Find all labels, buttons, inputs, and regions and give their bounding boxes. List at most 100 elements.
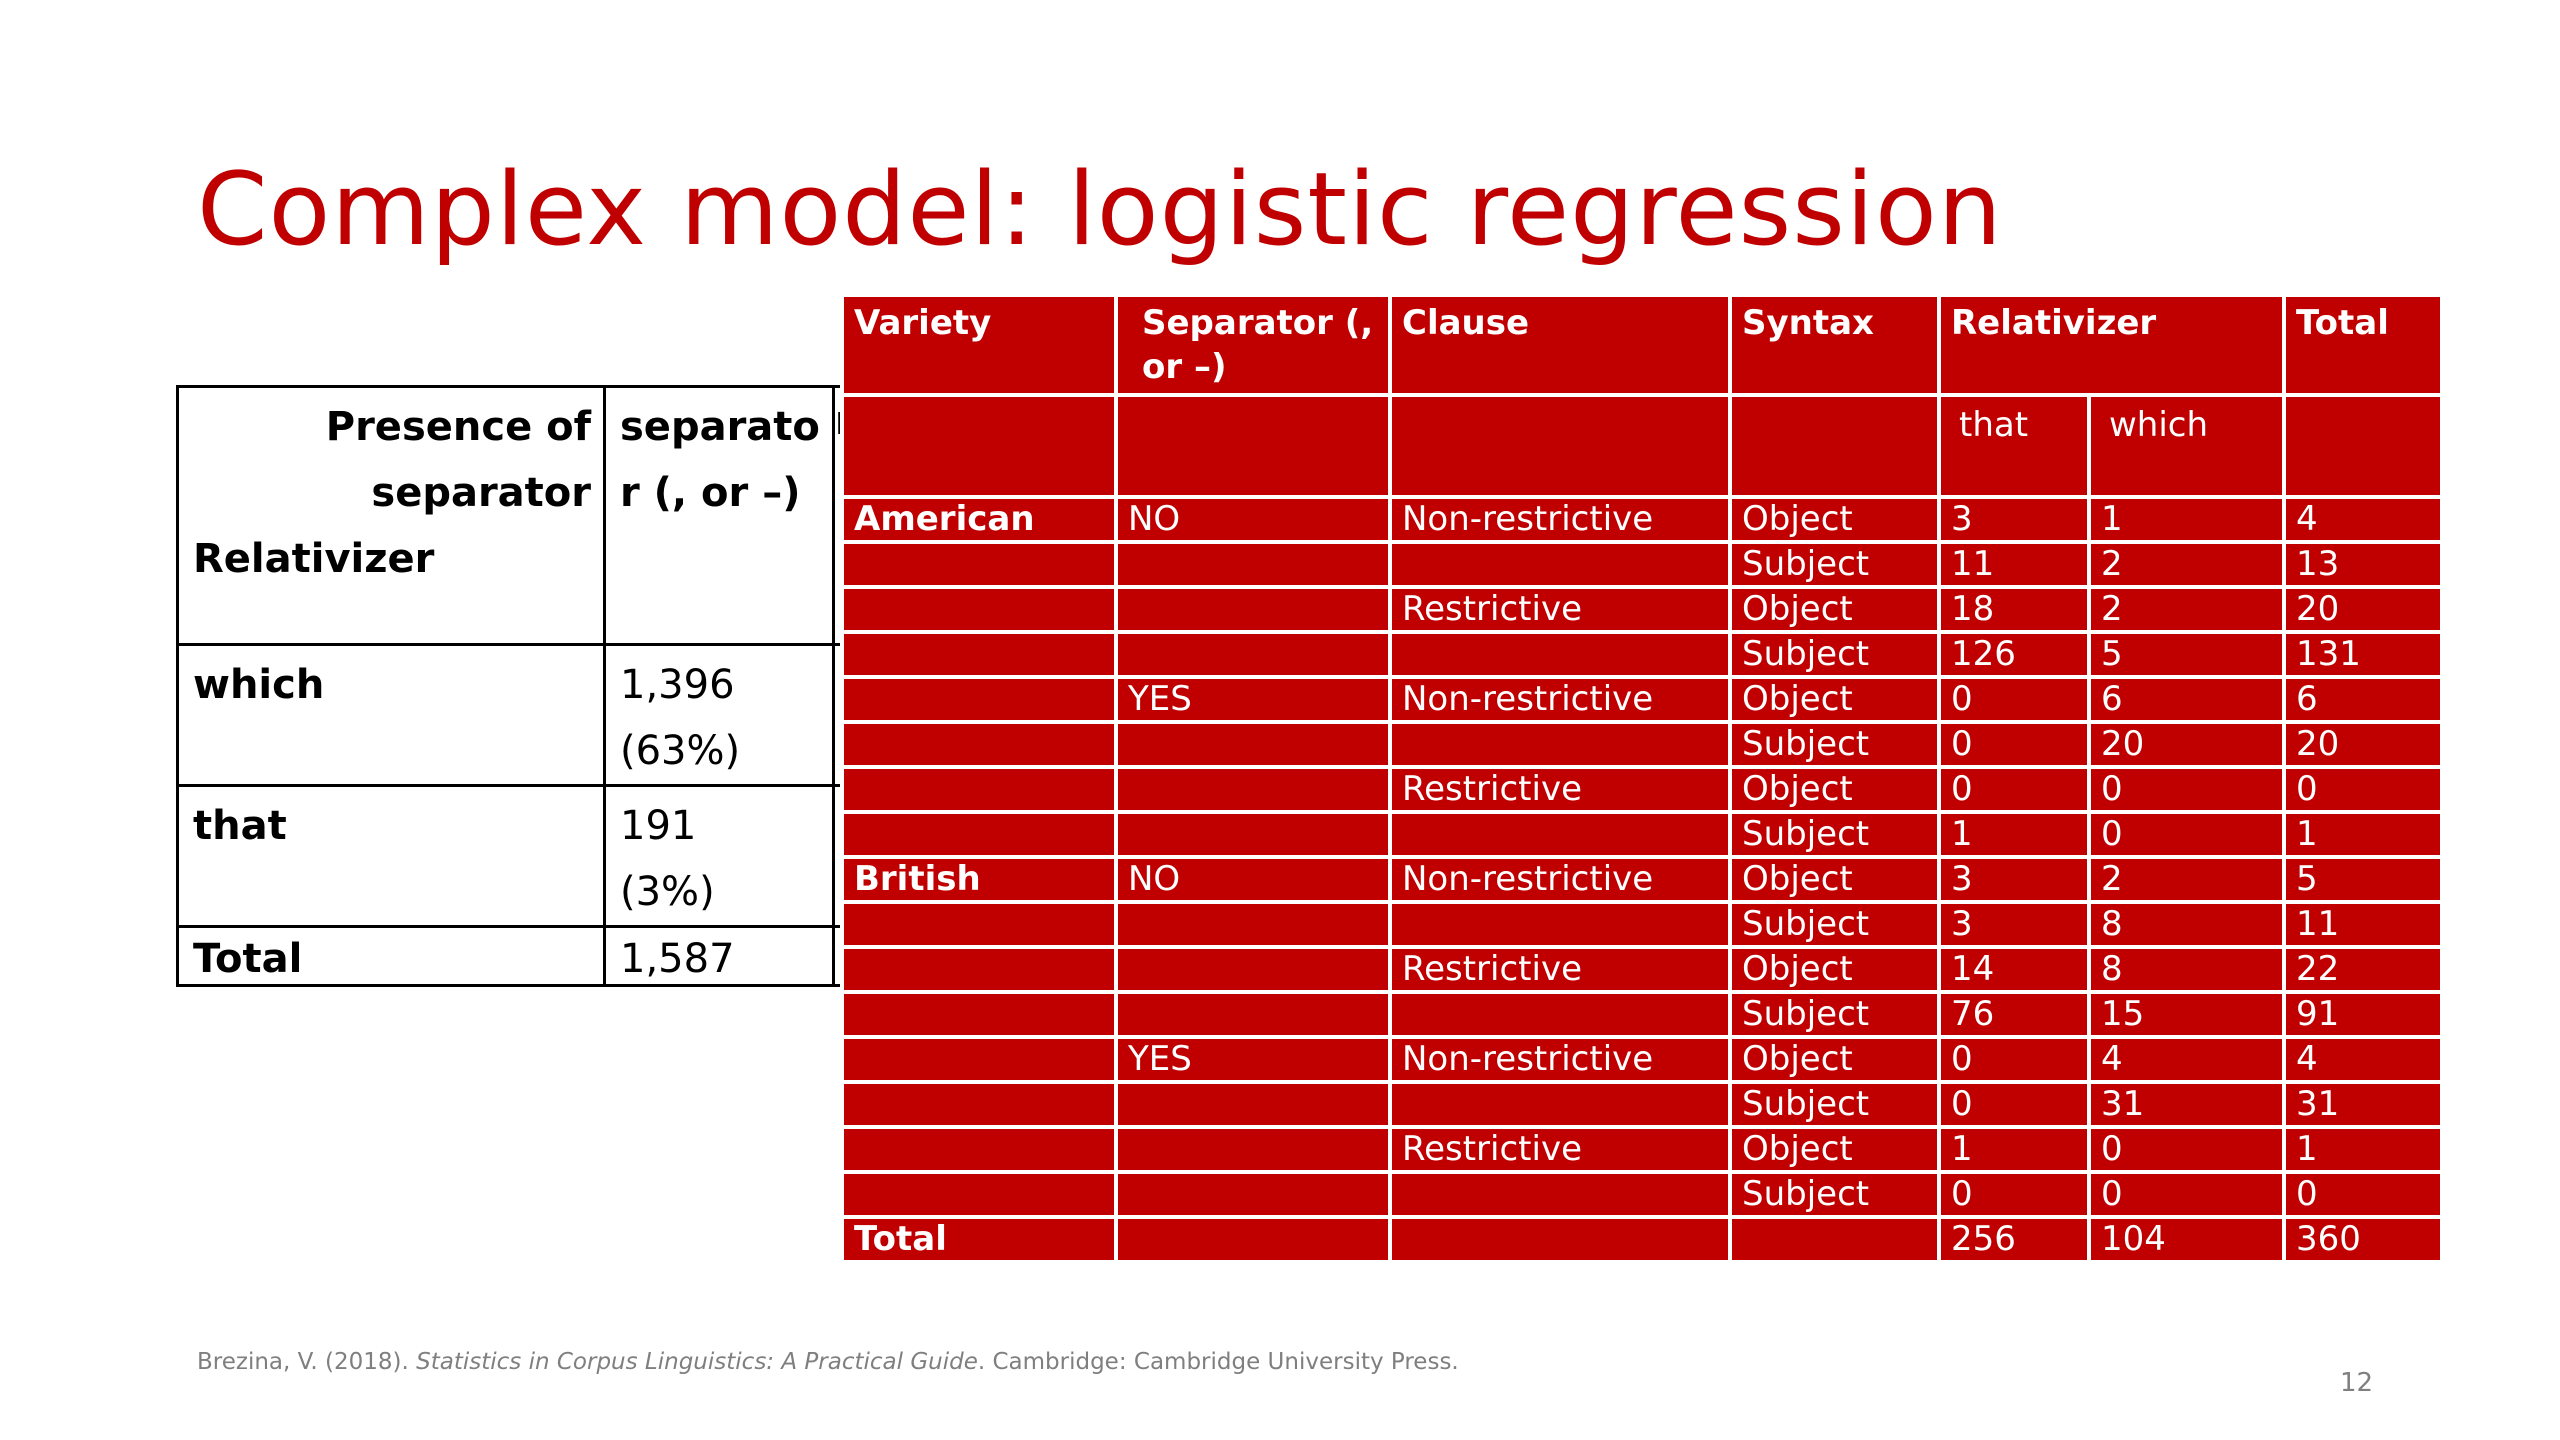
cell-that: 0	[1937, 720, 2091, 769]
cell-variety	[840, 720, 1118, 769]
cell-total: 22	[2282, 945, 2444, 994]
table-row: YES Non-restrictive Object 0 4 4	[840, 1035, 2444, 1084]
table-subheader-row: that which	[840, 393, 2444, 499]
cell-which: 15	[2087, 990, 2286, 1039]
cell-variety	[840, 1170, 1118, 1219]
cell-syntax	[1728, 1215, 1941, 1264]
cell-that: 14	[1937, 945, 2091, 994]
cell-clause: Restrictive	[1388, 585, 1732, 634]
cell-clause: Restrictive	[1388, 765, 1732, 814]
subheader-which: which	[2087, 393, 2286, 499]
cell-total: 31	[2282, 1080, 2444, 1129]
table-row: Restrictive Object 14 8 22	[840, 945, 2444, 994]
cell-that: 3	[1937, 855, 2091, 904]
cell-that: 126	[1937, 630, 2091, 679]
cell-variety	[840, 1125, 1118, 1174]
table-row: Restrictive Object 1 0 1	[840, 1125, 2444, 1174]
cell-clause	[1388, 1215, 1732, 1264]
header-total: Total	[2282, 293, 2444, 397]
cell-separator	[1114, 720, 1392, 769]
cell-variety	[840, 900, 1118, 949]
table-body: American NO Non-restrictive Object 3 1 4 Subjec…	[840, 495, 2444, 1264]
cell-total: 5	[2282, 855, 2444, 904]
that-percent: (3%)	[620, 869, 715, 915]
that-count: 191	[620, 803, 697, 849]
table-row: Restrictive Object 0 0 0	[840, 765, 2444, 814]
cell-which: 0	[2087, 1170, 2286, 1219]
table-row: Presence of separator Relativizer separa…	[176, 385, 856, 646]
cell-total: 1	[2282, 1125, 2444, 1174]
header-label-presence: Presence of	[325, 404, 591, 450]
table-row: Subject 11 2 13	[840, 540, 2444, 589]
subheader-empty	[2282, 393, 2444, 499]
cell-variety	[840, 630, 1118, 679]
cell-total: 360	[2282, 1215, 2444, 1264]
separator-summary-table: Presence of separator Relativizer separa…	[176, 385, 856, 987]
cell-that: 76	[1937, 990, 2091, 1039]
cell-total: 131	[2282, 630, 2444, 679]
cell-total: 20	[2282, 585, 2444, 634]
cell-that: 11	[1937, 540, 2091, 589]
cell-which: 0	[2087, 1125, 2286, 1174]
cell-syntax: Subject	[1728, 990, 1941, 1039]
table-row: Subject 3 8 11	[840, 900, 2444, 949]
cell-separator	[1114, 1125, 1392, 1174]
cell-clause: Restrictive	[1388, 945, 1732, 994]
cell-variety	[840, 765, 1118, 814]
cell-syntax: Object	[1728, 495, 1941, 544]
cell-variety	[840, 540, 1118, 589]
table-row: Subject 0 0 0	[840, 1170, 2444, 1219]
cell-syntax: Object	[1728, 855, 1941, 904]
cell-clause: Non-restrictive	[1388, 675, 1732, 724]
which-count: 1,396	[620, 662, 735, 708]
cell-separator	[1114, 585, 1392, 634]
cell-total: 0	[2282, 765, 2444, 814]
cell-which: 2	[2087, 855, 2286, 904]
cell-separator	[1114, 945, 1392, 994]
cell-which: 4	[2087, 1035, 2286, 1084]
cell-syntax: Object	[1728, 765, 1941, 814]
table-row: Subject 126 5 131	[840, 630, 2444, 679]
header-label-separator: separator	[371, 470, 591, 516]
cell-which: 2	[2087, 585, 2286, 634]
cell-which: 8	[2087, 945, 2286, 994]
cell-separator: YES	[1114, 675, 1392, 724]
cell-separator	[1114, 1080, 1392, 1129]
cell-syntax: Object	[1728, 945, 1941, 994]
table-row: Restrictive Object 18 2 20	[840, 585, 2444, 634]
slide-title: Complex model: logistic regression	[197, 150, 2003, 268]
cell-syntax: Subject	[1728, 720, 1941, 769]
row-label-which: which	[176, 643, 606, 787]
header-relativizer: Relativizer	[1937, 293, 2286, 397]
cell-separator	[1114, 630, 1392, 679]
table-row: Subject 0 20 20	[840, 720, 2444, 769]
cell-syntax: Subject	[1728, 630, 1941, 679]
cell-that: 18	[1937, 585, 2091, 634]
citation-publisher: . Cambridge: Cambridge University Press.	[977, 1349, 1459, 1375]
cell-total: 13	[2282, 540, 2444, 589]
cell-syntax: Subject	[1728, 1080, 1941, 1129]
cell-separator: NO	[1114, 495, 1392, 544]
table-row: Subject 1 0 1	[840, 810, 2444, 859]
table-row: British NO Non-restrictive Object 3 2 5	[840, 855, 2444, 904]
table-row: Subject 76 15 91	[840, 990, 2444, 1039]
cell-clause: Non-restrictive	[1388, 855, 1732, 904]
cell-clause	[1388, 990, 1732, 1039]
citation-authors: Brezina, V. (2018).	[197, 1349, 417, 1375]
subheader-that: that	[1937, 393, 2091, 499]
header-separator: Separator (, or –)	[1114, 293, 1392, 397]
cell-separator	[1114, 810, 1392, 859]
cell-total: 6	[2282, 675, 2444, 724]
cell-that: 1	[1937, 1125, 2091, 1174]
citation-book-title: Statistics in Corpus Linguistics: A Prac…	[416, 1349, 978, 1375]
cell-clause	[1388, 1080, 1732, 1129]
cell-that: 0	[1937, 675, 2091, 724]
cell-total: 20	[2282, 720, 2444, 769]
cell-clause	[1388, 810, 1732, 859]
cell-which-value: 1,396 (63%)	[603, 643, 835, 787]
cell-separator	[1114, 1170, 1392, 1219]
cell-which: 2	[2087, 540, 2286, 589]
cell-separator: NO	[1114, 855, 1392, 904]
cell-which: 5	[2087, 630, 2286, 679]
cell-that: 0	[1937, 765, 2091, 814]
